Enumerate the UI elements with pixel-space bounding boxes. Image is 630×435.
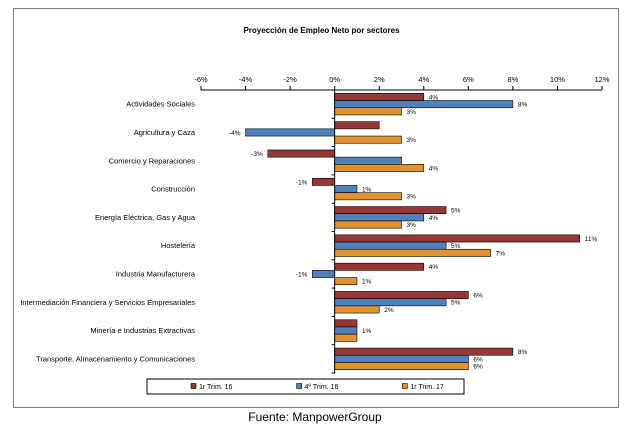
bar <box>312 177 335 186</box>
data-label: 8% <box>518 349 528 356</box>
bar <box>334 333 358 342</box>
legend-label: 4º Trim. 16 <box>305 384 339 391</box>
data-label: 7% <box>496 250 506 257</box>
legend-swatch <box>402 383 408 389</box>
bar <box>267 149 335 158</box>
data-label: 4% <box>429 215 439 222</box>
data-label: 1% <box>362 279 372 286</box>
bar-chart: Proyección de Empleo Neto por sectores -6… <box>20 26 610 395</box>
bar <box>245 128 335 137</box>
category-label: Actividades Sociales <box>126 100 195 109</box>
category-label: Construcción <box>151 185 195 194</box>
x-tick-label: -4% <box>239 75 253 84</box>
bar <box>334 213 425 222</box>
bar <box>334 248 491 257</box>
data-label: 4% <box>429 264 439 271</box>
bar <box>334 164 425 172</box>
bar <box>334 185 358 193</box>
x-tick-label: 6% <box>463 75 474 84</box>
data-label: 4% <box>429 165 439 172</box>
source-note: Fuente: ManpowerGroup <box>248 410 382 424</box>
data-label: 5% <box>451 208 461 215</box>
category-label: Agricultura y Caza <box>134 128 196 137</box>
data-label: 5% <box>451 243 461 250</box>
bar <box>334 93 425 101</box>
data-label: 6% <box>473 356 483 363</box>
bar <box>334 319 358 328</box>
data-label: 2% <box>384 307 394 314</box>
bar <box>334 135 402 144</box>
bar <box>334 192 402 201</box>
data-label: 3% <box>407 137 417 144</box>
bar <box>334 305 380 314</box>
bar <box>334 262 425 271</box>
data-label: 5% <box>451 300 461 307</box>
chart-frame: Proyección de Empleo Neto por sectores -6… <box>13 8 619 408</box>
category-label: Hostelería <box>161 241 196 250</box>
data-label: 4% <box>429 94 439 101</box>
data-label: -3% <box>251 151 263 158</box>
bar <box>334 100 514 109</box>
bar <box>334 354 469 363</box>
data-label: 1% <box>362 328 372 335</box>
data-label: 3% <box>407 222 417 229</box>
data-label: 1% <box>362 186 372 193</box>
data-label: 8% <box>518 102 528 109</box>
x-tick-label: 8% <box>507 75 518 84</box>
bar <box>334 326 358 335</box>
legend-swatch <box>296 383 302 389</box>
x-tick-label: 2% <box>374 75 385 84</box>
bar <box>312 270 335 278</box>
bar <box>334 291 469 299</box>
category-label: Industria Manufacturera <box>116 269 196 278</box>
x-tick-label: 12% <box>594 75 609 84</box>
category-label: Energía Eléctrica, Gas y Agua <box>95 213 196 222</box>
data-label: 3% <box>407 194 417 201</box>
data-label: 3% <box>407 109 417 116</box>
x-tick-label: 0% <box>329 75 340 84</box>
x-tick-label: -6% <box>194 75 208 84</box>
legend-label: 1r Trim. 17 <box>410 384 444 391</box>
bar <box>334 362 469 370</box>
bar <box>334 241 447 250</box>
bar <box>334 234 581 243</box>
bar <box>334 206 447 215</box>
bar <box>334 298 447 307</box>
bar <box>334 347 514 356</box>
category-label: Transporte, Almacenamiento y Comunicacio… <box>36 354 195 363</box>
category-label: Comercio y Reparaciones <box>109 156 196 165</box>
legend-swatch <box>190 383 197 389</box>
data-label: 6% <box>473 363 483 370</box>
category-label: Intermediación Financiera y Servicios Em… <box>20 298 195 307</box>
data-label: 6% <box>473 292 483 299</box>
legend-label: 1r Trim. 16 <box>199 384 233 391</box>
x-tick-label: 4% <box>418 75 429 84</box>
x-tick-label: -2% <box>283 75 297 84</box>
x-tick-label: 10% <box>550 75 565 84</box>
data-label: -1% <box>296 179 308 186</box>
bar <box>334 121 380 130</box>
category-label: Minería e Industrias Extractivas <box>90 326 195 335</box>
bar <box>334 277 358 286</box>
legend-box <box>146 378 465 395</box>
bar <box>334 220 402 229</box>
bar <box>334 107 402 116</box>
chart-title: Proyección de Empleo Neto por sectores <box>243 26 400 35</box>
bar <box>334 156 402 165</box>
data-label: -1% <box>296 271 308 278</box>
data-label: -4% <box>229 130 241 137</box>
data-label: 11% <box>585 236 598 243</box>
